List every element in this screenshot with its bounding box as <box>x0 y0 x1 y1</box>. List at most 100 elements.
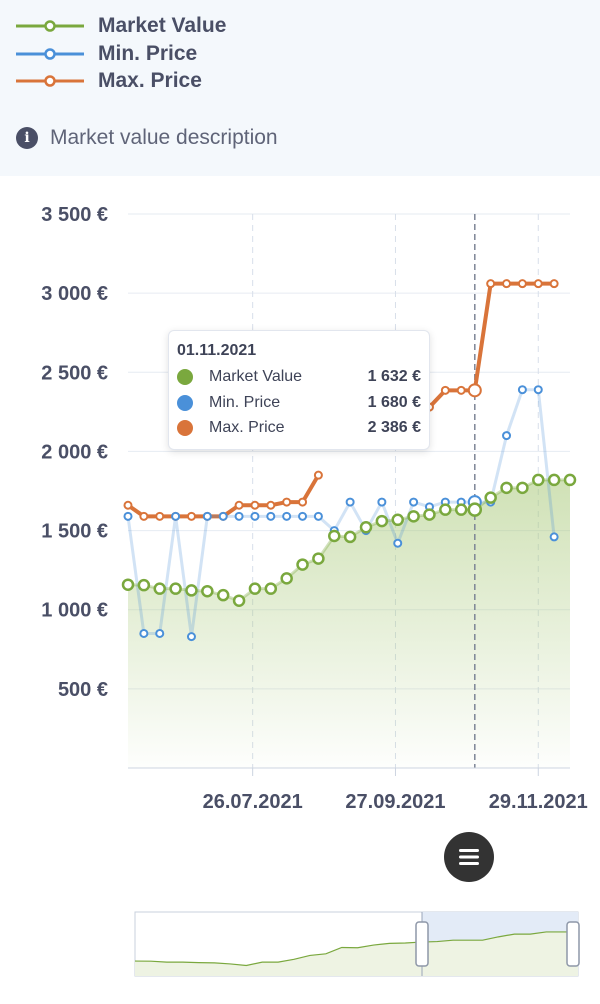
info-icon: i <box>16 127 38 149</box>
min-price-point <box>502 431 512 441</box>
tooltip-series-value: 1 632 € <box>367 368 421 385</box>
legend-item-min-price[interactable]: Min. Price <box>16 42 197 66</box>
max-price-point <box>248 582 262 595</box>
min-price-point <box>123 511 133 521</box>
market-value-description-link[interactable]: i Market value description <box>16 126 278 150</box>
x-tick-label: 26.07.2021 <box>203 791 303 813</box>
market-value-point <box>155 511 165 521</box>
x-tick-label: 29.11.2021 <box>489 791 588 813</box>
y-tick-label: 2 500 € <box>41 362 108 384</box>
market-value-point <box>266 500 276 510</box>
market-value-point <box>549 279 559 289</box>
legend-line-icon <box>16 20 84 32</box>
max-price-point <box>264 582 278 595</box>
max-price-point <box>185 584 198 597</box>
max-price-point <box>439 503 452 516</box>
max-price-point <box>359 520 373 534</box>
tooltip-row-min-price: Min. Price 1 680 € <box>177 393 421 413</box>
legend-panel: Market Value Min. Price Max. Price i Mar… <box>0 0 600 176</box>
market-value-point <box>440 385 450 395</box>
min-price-point <box>266 511 276 521</box>
max-price-point <box>407 510 420 523</box>
max-price-point <box>232 594 246 607</box>
min-price-point <box>202 511 212 521</box>
y-tick-label: 3 500 € <box>41 204 108 226</box>
max-price-point <box>121 578 135 591</box>
max-price-point <box>467 502 483 517</box>
tooltip-series-value: 2 386 € <box>367 419 421 436</box>
min-price-point <box>139 628 149 638</box>
min-price-point <box>313 511 323 521</box>
market-value-chart[interactable]: 500 € 1 000 € 1 500 € 2 000 € 2 500 € 3 000 €… <box>0 176 600 1004</box>
min-price-point <box>155 628 165 638</box>
max-price-point <box>516 481 529 495</box>
min-price-point <box>345 497 355 507</box>
hamburger-icon <box>459 849 479 865</box>
market-value-point <box>533 279 543 289</box>
min-price-point <box>282 511 292 521</box>
max-price-dot-icon <box>177 420 193 436</box>
legend-label: Min. Price <box>98 42 198 65</box>
market-value-point <box>486 279 496 289</box>
max-price-point <box>328 529 341 543</box>
min-price-point <box>377 497 387 507</box>
max-price-point <box>343 530 357 544</box>
max-price-point <box>423 508 436 521</box>
legend-line-icon <box>16 75 84 87</box>
navigator-right-handle[interactable] <box>566 921 580 967</box>
max-price-point <box>169 582 182 595</box>
max-price-point <box>280 572 293 585</box>
navigator-series-line <box>134 931 578 967</box>
market-value-point <box>298 497 308 507</box>
market-value-point <box>139 511 149 521</box>
navigator-area <box>135 931 578 976</box>
max-price-point <box>153 582 166 595</box>
chart-tooltip: 01.11.2021 Market Value 1 632 € Min. Pri… <box>168 330 430 450</box>
min-price-line <box>126 388 556 639</box>
min-price-point <box>549 532 559 542</box>
min-price-point <box>186 632 196 642</box>
min-price-point <box>298 511 308 521</box>
tooltip-row-max-price: Max. Price 2 386 € <box>177 418 421 438</box>
legend-label: Max. Price <box>98 69 202 92</box>
market-value-dot-icon <box>177 369 193 385</box>
max-price-point <box>484 491 497 504</box>
max-price-point <box>547 473 561 487</box>
tooltip-series-name: Market Value <box>209 368 303 385</box>
legend-item-market-value[interactable]: Market Value <box>16 14 226 38</box>
x-tick-label: 27.09.2021 <box>345 791 445 813</box>
market-value-point <box>123 500 133 510</box>
market-value-point <box>313 470 323 480</box>
max-price-point <box>563 473 577 487</box>
max-price-point <box>137 578 151 592</box>
legend-item-max-price[interactable]: Max. Price <box>16 69 202 93</box>
market-value-point <box>234 500 244 510</box>
y-tick-label: 2 000 € <box>41 441 108 463</box>
tooltip-series-value: 1 680 € <box>367 394 421 411</box>
tooltip-date: 01.11.2021 <box>177 342 257 359</box>
market-value-point <box>456 385 466 395</box>
tooltip-series-name: Min. Price <box>209 394 281 411</box>
min-price-point <box>409 497 419 507</box>
min-price-dot-icon <box>177 395 193 411</box>
y-tick-label: 3 000 € <box>41 283 108 305</box>
chart-menu-button[interactable] <box>444 832 494 882</box>
tooltip-row-market-value: Market Value 1 632 € <box>177 367 421 387</box>
min-price-point <box>393 538 403 548</box>
min-price-point <box>533 385 543 395</box>
market-value-point <box>502 279 512 289</box>
navigator-left-handle[interactable] <box>415 921 429 967</box>
min-price-point <box>234 511 244 521</box>
description-label: Market value description <box>50 126 278 149</box>
max-price-point <box>391 513 404 527</box>
max-price-point <box>216 588 230 602</box>
market-value-point <box>517 279 527 289</box>
max-price-point <box>312 552 325 565</box>
max-price-point <box>201 584 214 598</box>
min-price-point <box>218 511 228 521</box>
min-price-point <box>250 511 260 521</box>
market-value-point <box>467 383 482 398</box>
tooltip-series-name: Max. Price <box>209 419 285 436</box>
market-value-point <box>250 500 260 510</box>
min-price-point <box>171 511 181 521</box>
